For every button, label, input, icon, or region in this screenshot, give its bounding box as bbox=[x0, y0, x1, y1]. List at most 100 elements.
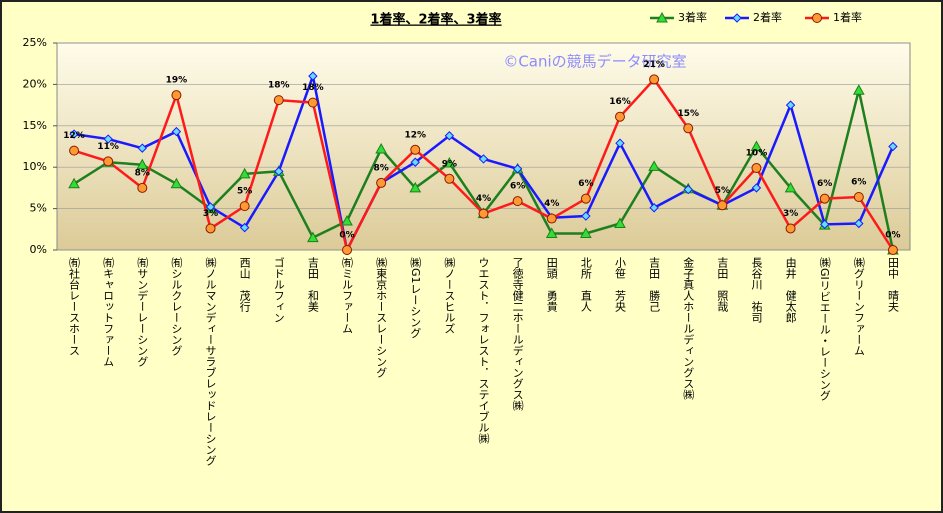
marker bbox=[239, 201, 250, 212]
y-tick-label: 10% bbox=[23, 160, 47, 173]
x-tick-label: 金子真人ホールディングス㈱ bbox=[682, 256, 695, 400]
marker bbox=[307, 231, 319, 243]
marker bbox=[512, 164, 523, 174]
marker bbox=[852, 84, 865, 95]
marker bbox=[751, 183, 762, 193]
marker bbox=[137, 143, 148, 153]
marker bbox=[545, 227, 558, 238]
data-label: 19% bbox=[166, 76, 188, 86]
marker bbox=[205, 202, 216, 212]
x-tick-label: ゴドルフィン bbox=[272, 256, 285, 323]
x-tick-label: ウエスト．フォレスト．ステイブル㈱ bbox=[477, 257, 490, 444]
x-tick-label: 北所 直人 bbox=[579, 257, 592, 312]
data-label: 12% bbox=[404, 130, 426, 140]
y-tick-label: 0% bbox=[30, 243, 47, 256]
marker bbox=[342, 245, 353, 255]
legend-label: 1着率 bbox=[833, 10, 862, 24]
legend-marker bbox=[656, 11, 668, 23]
data-label: 18% bbox=[302, 83, 324, 93]
marker bbox=[69, 145, 80, 156]
marker bbox=[580, 227, 592, 238]
data-label: 6% bbox=[510, 182, 525, 192]
x-tick-label: 了徳寺健二ホールディングス㈱ bbox=[511, 257, 524, 411]
marker bbox=[887, 245, 898, 255]
marker bbox=[784, 181, 797, 193]
x-tick-label: 吉田 勝己 bbox=[648, 257, 661, 312]
marker bbox=[273, 95, 284, 106]
x-tick-label: ㈲キャロットファーム bbox=[102, 257, 115, 367]
marker bbox=[819, 193, 830, 204]
marker bbox=[750, 140, 763, 151]
x-tick-label: 吉田 和美 bbox=[306, 257, 319, 312]
marker bbox=[238, 167, 251, 179]
marker bbox=[68, 177, 80, 189]
x-tick-label: ㈱グリーンファーム bbox=[852, 257, 865, 356]
marker bbox=[444, 131, 455, 141]
y-tick-label: 15% bbox=[23, 119, 47, 132]
marker bbox=[649, 203, 659, 213]
marker bbox=[409, 181, 422, 193]
y-tick-label: 25% bbox=[23, 36, 47, 49]
x-tick-label: ㈲シルクレーシング bbox=[170, 257, 183, 356]
data-label: 11% bbox=[97, 142, 119, 152]
marker bbox=[614, 217, 626, 229]
data-label: 12% bbox=[63, 131, 85, 141]
x-tick-label: 由井 健太郎 bbox=[784, 256, 797, 323]
marker bbox=[649, 74, 660, 85]
x-tick-label: 田中 晴夫 bbox=[886, 257, 899, 313]
data-label: 4% bbox=[544, 199, 559, 209]
data-label: 0% bbox=[339, 231, 354, 241]
data-label: 18% bbox=[268, 81, 290, 91]
y-tick-label: 20% bbox=[23, 77, 47, 90]
marker bbox=[274, 166, 284, 177]
marker bbox=[751, 163, 762, 174]
marker bbox=[376, 177, 387, 188]
watermark: ©Caniの競馬データ研究室 bbox=[503, 53, 686, 71]
x-tick-label: ㈲サンデーレーシング bbox=[136, 257, 149, 367]
marker bbox=[853, 192, 864, 203]
marker bbox=[171, 90, 182, 101]
marker bbox=[717, 200, 728, 211]
marker bbox=[341, 214, 353, 226]
legend-marker bbox=[812, 13, 822, 23]
marker bbox=[103, 134, 113, 144]
marker bbox=[375, 142, 387, 154]
legend-marker bbox=[732, 13, 742, 23]
data-label: 15% bbox=[677, 109, 699, 119]
data-label: 3% bbox=[203, 209, 218, 219]
marker bbox=[854, 218, 864, 229]
marker bbox=[103, 156, 114, 167]
x-tick-label: 小笹 芳央 bbox=[613, 257, 626, 313]
marker bbox=[581, 211, 591, 221]
data-label: 5% bbox=[237, 187, 252, 197]
x-tick-label: 田頭 勇貴 bbox=[545, 257, 558, 313]
x-tick-label: ㈱G1レーシング bbox=[409, 257, 422, 339]
marker bbox=[136, 158, 149, 170]
marker bbox=[648, 160, 660, 171]
data-label: 8% bbox=[135, 168, 150, 178]
data-label: 16% bbox=[609, 97, 631, 107]
x-tick-label: ㈱ノルマンディーサラブレッドレーシング bbox=[204, 257, 217, 466]
chart-title: 1着率、2着率、3着率 bbox=[370, 12, 501, 28]
x-tick-label: 西山 茂行 bbox=[238, 257, 251, 313]
marker bbox=[683, 184, 693, 195]
x-tick-label: ㈲社台レースホース bbox=[68, 257, 81, 356]
marker bbox=[785, 100, 796, 110]
marker bbox=[205, 223, 216, 234]
marker bbox=[580, 193, 591, 204]
marker bbox=[307, 97, 318, 108]
marker bbox=[785, 223, 796, 234]
data-label: 6% bbox=[817, 179, 832, 189]
legend-label: 3着率 bbox=[678, 10, 707, 24]
legend-label: 2着率 bbox=[753, 10, 782, 24]
marker bbox=[615, 138, 625, 148]
marker bbox=[614, 111, 625, 122]
data-label: 21% bbox=[643, 60, 665, 70]
y-tick-label: 5% bbox=[30, 202, 47, 215]
data-label: 4% bbox=[476, 194, 491, 204]
marker bbox=[683, 123, 694, 134]
marker bbox=[546, 213, 557, 224]
x-tick-label: ㈱GIリビエール・レーシング bbox=[818, 257, 831, 401]
marker bbox=[410, 157, 420, 167]
